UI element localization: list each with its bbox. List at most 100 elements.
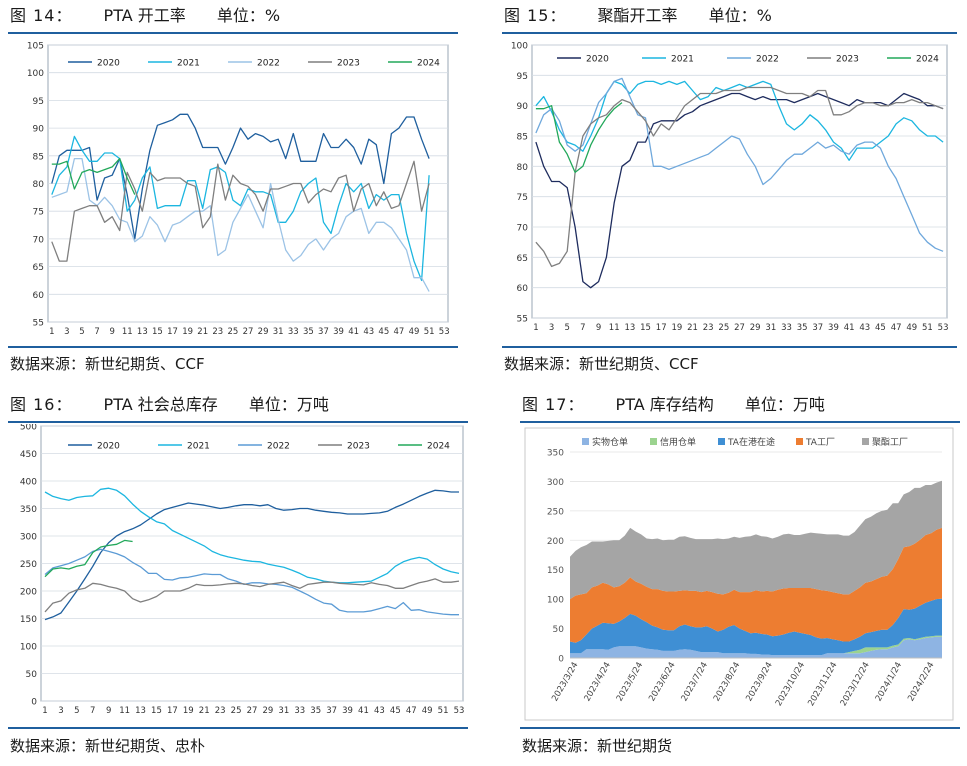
area-聚酯工厂: [570, 480, 942, 600]
panel-pta-social-inventory: 图 16： PTA 社会总库存 单位：万吨 0 50 100 150 200 250 300…: [8, 391, 468, 763]
x-tick-label: 53: [454, 706, 465, 716]
series-line-2021: [535, 80, 944, 161]
y-tick-label: 200: [547, 537, 564, 547]
series-line-2024: [535, 102, 623, 174]
chart-title: PTA 社会总库存: [103, 395, 218, 414]
x-tick-label: 47: [891, 323, 902, 333]
x-tick-label: 35: [797, 323, 808, 333]
x-tick-label: 49: [409, 327, 420, 337]
series-line-2022: [51, 157, 430, 292]
y-tick-label: 55: [33, 319, 44, 329]
legend-swatch-实物仓单: [582, 438, 589, 445]
legend-label-2023: 2023: [347, 442, 370, 452]
figure-label: 图 17：: [522, 395, 585, 414]
x-tick-label: 13: [135, 706, 146, 716]
series-line-2023: [44, 578, 460, 613]
plot-frame: [531, 44, 948, 319]
panel-title: 图 14： PTA 开工率 单位：%: [8, 2, 458, 30]
area-TA在港在途: [570, 598, 942, 656]
x-tick-label: 3: [549, 323, 554, 333]
series-line-2020: [51, 113, 430, 240]
title-divider: [520, 421, 960, 423]
unit-label: 单位：万吨: [248, 395, 329, 414]
y-tick-label: 60: [517, 284, 529, 294]
y-tick-label: 85: [33, 152, 44, 162]
figure-label: 图 14：: [10, 6, 73, 25]
x-tick-label: 35: [310, 706, 321, 716]
x-tick-label: 7: [580, 323, 585, 333]
x-tick-label: 41: [358, 706, 369, 716]
title-divider: [502, 32, 957, 34]
y-tick-label: 70: [33, 235, 45, 245]
y-tick-label: 90: [517, 102, 529, 112]
y-tick-label: 500: [20, 424, 37, 433]
x-tick-label: 41: [348, 327, 359, 337]
x-tick-label: 33: [781, 323, 792, 333]
unit-label: 单位：%: [708, 6, 772, 25]
series-line-2024: [51, 157, 136, 195]
legend-swatch-信用仓单: [650, 438, 657, 445]
x-tick-label: 13: [137, 327, 148, 337]
x-tick-label: 21: [199, 706, 210, 716]
y-tick-label: 95: [33, 97, 44, 107]
y-tick-label: 65: [33, 263, 44, 273]
x-tick-label: 45: [390, 706, 401, 716]
x-tick-label: 23: [703, 323, 714, 333]
x-tick-label: 51: [922, 323, 933, 333]
x-tick-label: 53: [439, 327, 450, 337]
y-tick-label: 70: [517, 224, 529, 234]
panel-title: 图 16： PTA 社会总库存 单位：万吨: [8, 391, 468, 419]
x-tick-label: 31: [765, 323, 776, 333]
legend-label-2022: 2022: [756, 55, 779, 65]
legend-label-2024: 2024: [916, 55, 939, 65]
x-tick-label: 7: [90, 706, 95, 716]
x-tick-label: 19: [671, 323, 682, 333]
y-tick-label: 50: [553, 625, 565, 635]
y-tick-label: 100: [20, 643, 37, 653]
y-tick-label: 100: [511, 42, 528, 52]
x-tick-label: 43: [374, 706, 385, 716]
y-tick-label: 90: [33, 125, 45, 135]
x-tick-label: 27: [243, 327, 254, 337]
y-tick-label: 100: [547, 596, 564, 606]
x-tick-label: 19: [182, 327, 193, 337]
x-tick-label: 39: [342, 706, 353, 716]
source-note: 数据来源：新世纪期货: [522, 737, 673, 755]
source-note: 数据来源：新世纪期货、CCF: [504, 355, 699, 373]
x-tick-label: 29: [258, 327, 269, 337]
legend-label-实物仓单: 实物仓单: [592, 436, 628, 448]
x-tick-label: 5: [565, 323, 570, 333]
figure-label: 图 15：: [504, 6, 567, 25]
x-tick-label: 25: [718, 323, 729, 333]
y-tick-label: 300: [20, 533, 37, 543]
x-tick-label: 17: [656, 323, 667, 333]
y-tick-label: 50: [26, 670, 38, 680]
y-tick-label: 105: [27, 42, 44, 52]
y-tick-label: 55: [517, 315, 528, 325]
legend-label-2023: 2023: [337, 59, 360, 69]
x-tick-label: 3: [58, 706, 63, 716]
x-tick-label: 37: [318, 327, 329, 337]
x-tick-label: 9: [106, 706, 111, 716]
x-tick-label: 17: [167, 706, 178, 716]
legend-swatch-TA工厂: [796, 438, 803, 445]
panel-polyester-operating-rate: 图 15： 聚酯开工率 单位：% 55 60 65 70 75 80 85 90 95 100 1 3…: [502, 2, 957, 380]
y-tick-label: 250: [20, 560, 37, 570]
y-tick-label: 150: [20, 615, 37, 625]
legend-label-2022: 2022: [257, 59, 280, 69]
x-tick-label: 27: [247, 706, 258, 716]
x-tick-label: 29: [750, 323, 761, 333]
x-tick-label: 1: [533, 323, 538, 333]
legend-label-2021: 2021: [671, 55, 694, 65]
legend-label-2021: 2021: [187, 442, 210, 452]
y-tick-label: 80: [33, 180, 45, 190]
x-tick-label: 49: [422, 706, 433, 716]
y-tick-label: 0: [558, 655, 564, 665]
x-tick-label: 45: [378, 327, 389, 337]
legend-label-聚酯工厂: 聚酯工厂: [872, 437, 908, 448]
y-tick-label: 450: [20, 450, 37, 460]
y-tick-label: 400: [20, 478, 37, 488]
x-tick-label: 5: [74, 706, 79, 716]
y-tick-label: 250: [547, 507, 564, 517]
x-tick-label: 29: [263, 706, 274, 716]
